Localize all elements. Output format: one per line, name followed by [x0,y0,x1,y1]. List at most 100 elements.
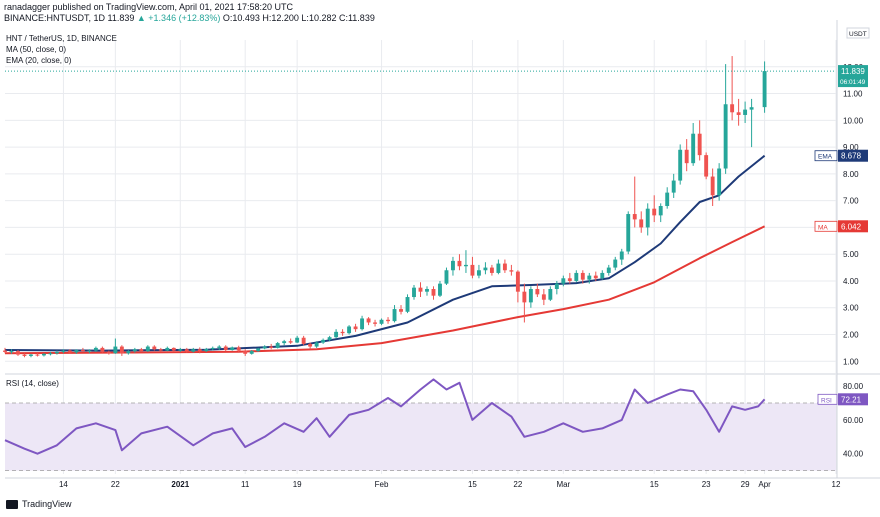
candle-body [574,272,579,281]
axis-tag-label: MA [818,224,828,231]
candle-body [87,350,92,352]
symbol-price: BINANCE:HNTUSDT, 1D 11.839 [4,13,135,23]
candle-body [100,347,105,352]
candle-body [438,283,442,296]
candle-body [243,350,248,354]
candle-body [54,351,59,354]
candle-body [528,289,533,303]
time-tick-label: 2021 [171,480,189,489]
ema20-line [4,154,766,352]
candle-body [444,270,449,284]
candle-body [22,354,27,356]
rsi-tag-box [817,393,838,405]
candle-body [691,133,696,164]
candle-body [126,351,131,354]
candle-body [535,289,540,295]
price-tick-label: 3.00 [843,304,859,313]
candle-body [171,347,176,351]
candle-body [483,267,488,271]
candle-body [314,342,319,347]
candle-body [74,350,79,353]
candle-body [431,289,436,296]
candle-body [288,341,293,343]
indicator-legend: HNT / TetherUS, 1D, BINANCE MA (50, clos… [6,33,117,66]
candle-body [587,275,592,280]
time-tick-label: 15 [468,480,477,489]
candle-body [139,349,144,352]
candle-body [639,219,644,228]
candle-body [204,348,209,352]
candle-body [165,347,170,351]
countdown-label: 06:01:49 [840,79,866,86]
time-tick-label: 29 [741,480,750,489]
candle-body [67,350,72,353]
candle-body [619,251,624,260]
candle-body [541,294,546,300]
candle-body [600,272,605,279]
candle-body [80,350,85,352]
candle-body [35,354,40,356]
ema-legend[interactable]: EMA (20, close, 0) [6,56,72,65]
candle-body [191,349,196,352]
candle-body [412,287,416,298]
pair-title[interactable]: HNT / TetherUS, 1D, BINANCE [6,34,117,43]
time-tick-label: Apr [758,480,771,489]
candle-body [347,326,352,334]
time-tick-label: 12 [832,480,841,489]
candle-body [704,155,709,177]
candle-body [509,270,514,272]
price-tick-label: 10.00 [843,116,864,125]
axis-unit-box [846,27,870,39]
candle-body [451,260,455,271]
candle-body [470,264,475,276]
ohlc-values: O:10.493 H:12.200 L:10.282 C:11.839 [222,13,375,23]
candle-body [152,346,157,350]
candle-body [145,346,150,352]
axis-value-box [838,149,868,162]
rsi-tag-label: RSI [821,397,832,404]
price-tick-label: 4.00 [843,277,859,286]
candle-body [463,264,468,267]
candle-body [230,347,235,351]
candle-body [457,260,462,267]
candle-body [16,351,20,355]
candle-body [373,322,378,324]
axis-tag-label: EMA [818,154,833,161]
publish-info: ranadagger published on TradingView.com,… [4,2,294,12]
candle-body [379,319,384,324]
rsi-value-label: 72.21 [841,395,862,404]
candle-body [93,347,98,351]
axis-unit-label: USDT [849,31,867,38]
time-tick-label: 22 [111,480,120,489]
price-tick-label: 2.00 [843,331,859,340]
candle-body [710,176,715,196]
candle-body [197,349,202,352]
rsi-band [5,403,836,471]
tradingview-logo-icon [6,499,18,509]
candle-body [658,206,663,216]
candle-body [113,346,118,354]
brand-name: TradingView [22,499,72,509]
candle-body [360,318,365,330]
rsi-value-box [838,393,868,406]
ma-legend[interactable]: MA (50, close, 0) [6,45,67,54]
candle-body [749,107,754,110]
candle-body [418,287,423,292]
candle-body [236,347,241,351]
candle-body [736,112,741,115]
candle-body [223,346,228,351]
candle-body [158,349,163,351]
rsi-tick-label: 40.00 [843,450,864,459]
price-tick-label: 1.00 [843,357,859,366]
candle-body [606,267,611,273]
rsi-legend[interactable]: RSI (14, close) [6,379,59,388]
candle-body [308,343,313,347]
candle-body [717,168,722,196]
axis-value-label: 8.678 [841,152,862,161]
candle-body [327,337,332,340]
last-price-label: 11.839 [841,67,865,76]
candle-body [730,104,735,113]
candle-body [489,267,494,273]
candle-body [626,214,631,252]
candle-body [593,275,598,279]
